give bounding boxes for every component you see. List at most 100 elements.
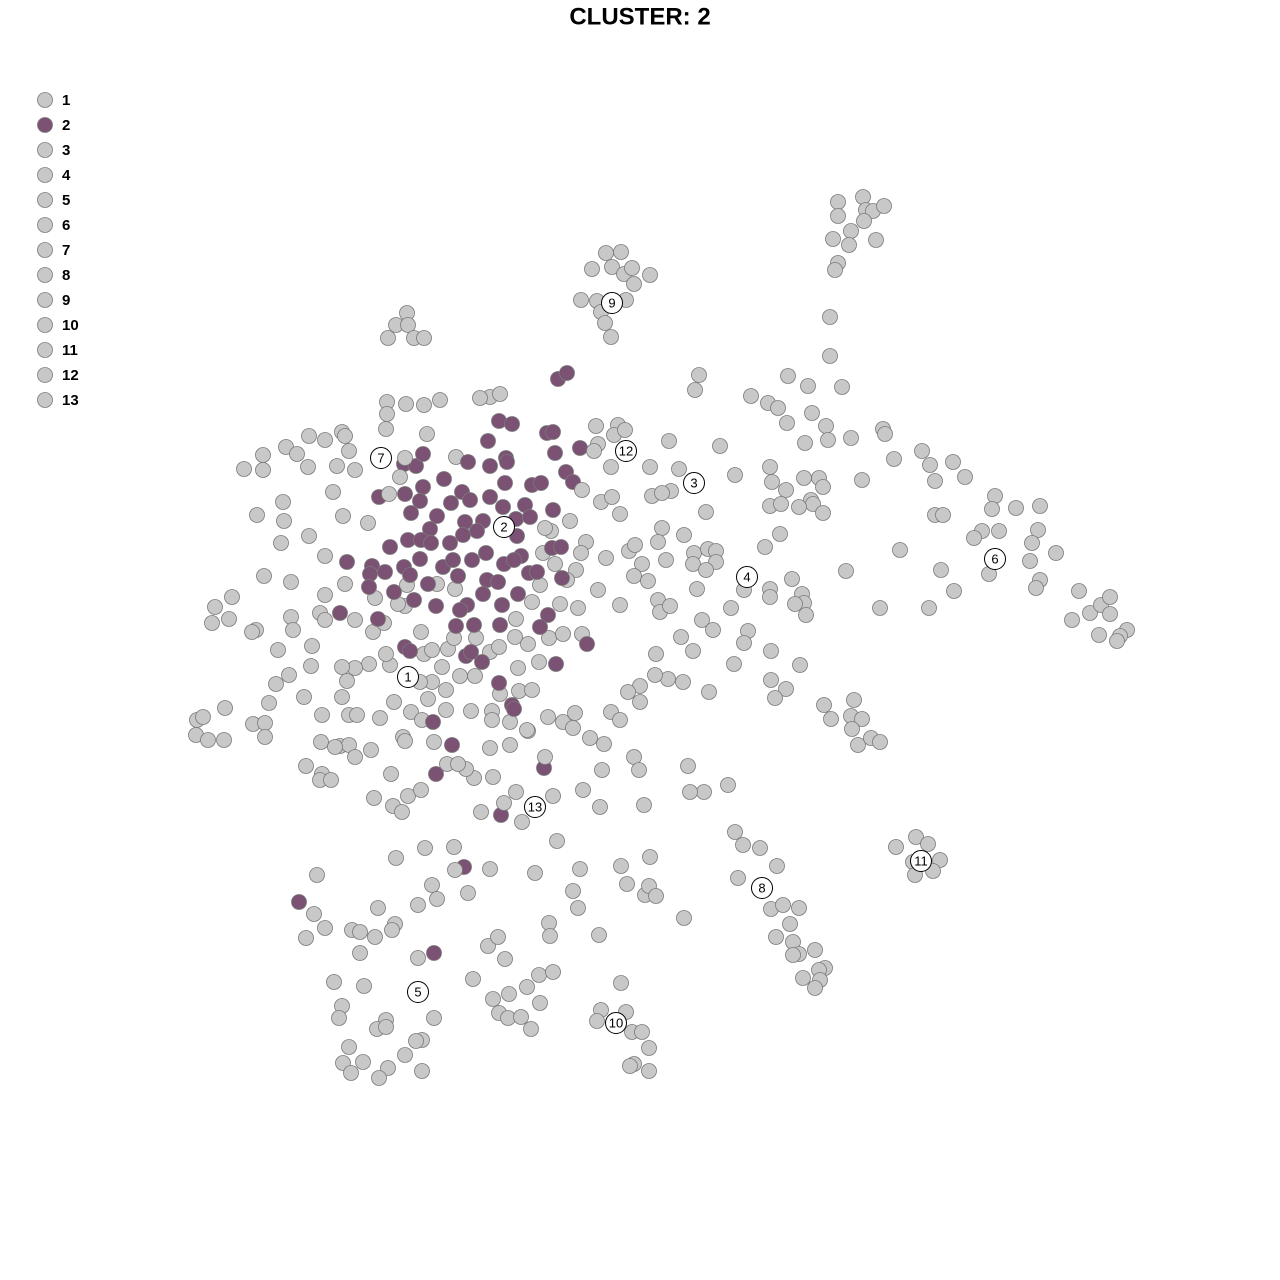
point (780, 368, 796, 384)
point (736, 635, 752, 651)
point (355, 1054, 371, 1070)
point (634, 1024, 650, 1040)
point (303, 658, 319, 674)
legend-label: 9 (62, 292, 70, 309)
point (966, 530, 982, 546)
point (400, 317, 416, 333)
cluster-label-badge (910, 850, 932, 872)
point (200, 732, 216, 748)
point (415, 446, 431, 462)
point (565, 720, 581, 736)
point (855, 189, 871, 205)
point (791, 900, 807, 916)
point (632, 694, 648, 710)
point (426, 1010, 442, 1026)
point (207, 599, 223, 615)
point (331, 1010, 347, 1026)
point (519, 979, 535, 995)
legend-swatch (37, 192, 53, 208)
point (513, 1009, 529, 1025)
point (343, 1065, 359, 1081)
point (425, 714, 441, 730)
point (329, 458, 345, 474)
point (775, 897, 791, 913)
point (398, 396, 414, 412)
point (490, 929, 506, 945)
point (298, 758, 314, 774)
point (584, 261, 600, 277)
point (356, 978, 372, 994)
point (634, 556, 650, 572)
point (650, 534, 666, 550)
point (482, 740, 498, 756)
point (485, 991, 501, 1007)
point (370, 900, 386, 916)
point (743, 388, 759, 404)
point (641, 1063, 657, 1079)
point (694, 612, 710, 628)
point (540, 607, 556, 623)
point (412, 551, 428, 567)
point (567, 705, 583, 721)
point (460, 454, 476, 470)
point (850, 737, 866, 753)
point (876, 198, 892, 214)
point (423, 535, 439, 551)
point (1032, 498, 1048, 514)
point (572, 861, 588, 877)
point (414, 1063, 430, 1079)
point (1022, 553, 1038, 569)
point (480, 433, 496, 449)
legend-label: 5 (62, 192, 70, 209)
point (844, 721, 860, 737)
point (1082, 605, 1098, 621)
point (838, 563, 854, 579)
point (467, 668, 483, 684)
point (648, 646, 664, 662)
point (341, 443, 357, 459)
point (770, 400, 786, 416)
point (520, 636, 536, 652)
point (296, 689, 312, 705)
point (701, 684, 717, 700)
point (570, 600, 586, 616)
point (680, 758, 696, 774)
legend-label: 12 (62, 367, 79, 384)
point (323, 772, 339, 788)
point (620, 684, 636, 700)
point (397, 486, 413, 502)
point (689, 581, 705, 597)
point (834, 379, 850, 395)
point (352, 945, 368, 961)
point (624, 260, 640, 276)
point (914, 443, 930, 459)
point (429, 508, 445, 524)
point (490, 574, 506, 590)
point (334, 689, 350, 705)
point (482, 458, 498, 474)
point (436, 471, 452, 487)
point (497, 475, 513, 491)
point (400, 788, 416, 804)
legend-swatch (37, 142, 53, 158)
point (991, 523, 1007, 539)
cluster-label-badge (615, 440, 637, 462)
point (604, 259, 620, 275)
cluster-label: 3 (690, 475, 697, 490)
point (371, 1070, 387, 1086)
point (417, 840, 433, 856)
point (300, 459, 316, 475)
point (987, 488, 1003, 504)
point (452, 668, 468, 684)
point (586, 443, 602, 459)
point (946, 583, 962, 599)
point (501, 986, 517, 1002)
point (631, 762, 647, 778)
point (372, 710, 388, 726)
point (553, 539, 569, 555)
point (603, 459, 619, 475)
point (892, 542, 908, 558)
point (582, 730, 598, 746)
cluster-label-badge (493, 516, 515, 538)
point (533, 475, 549, 491)
